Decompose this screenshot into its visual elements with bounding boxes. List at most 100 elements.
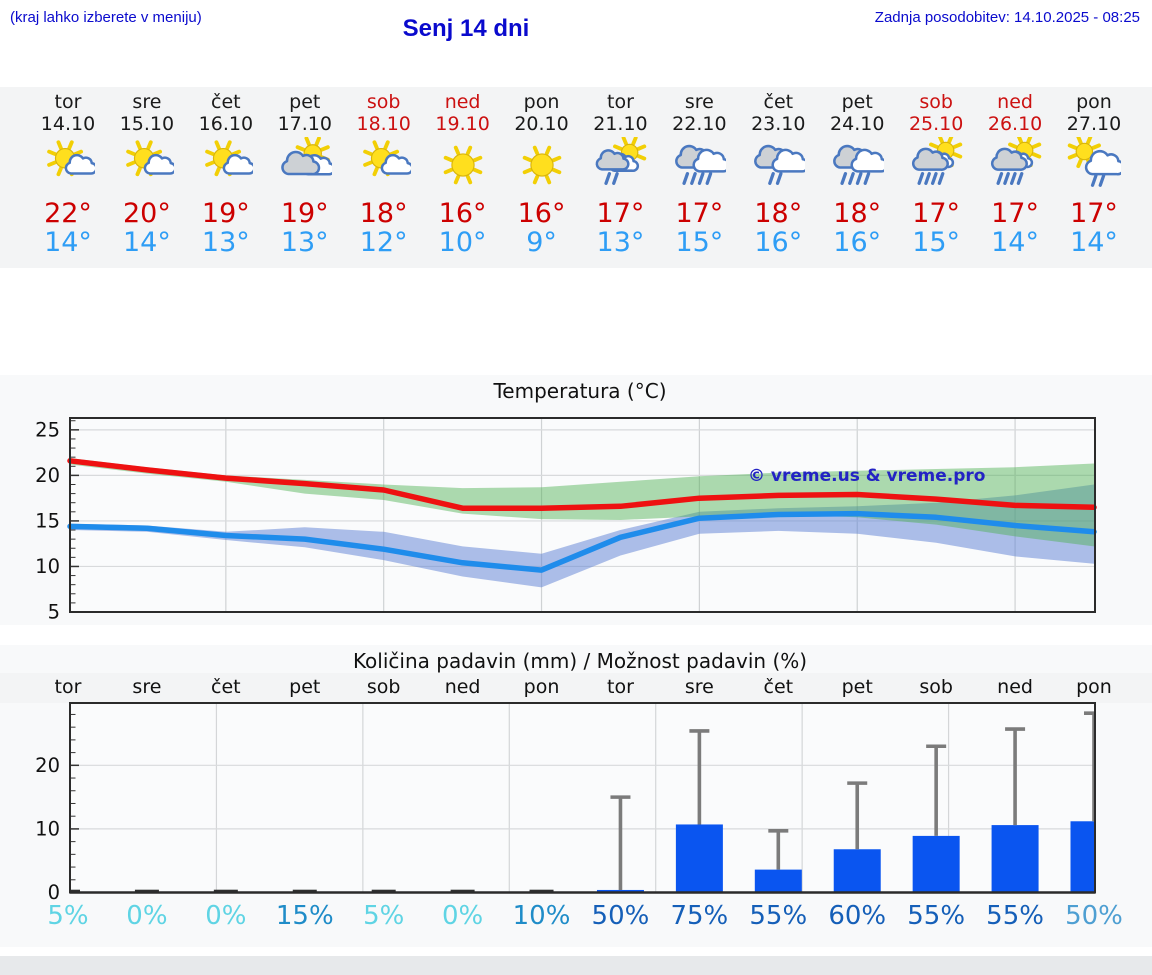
precip-day-label: čet — [211, 676, 241, 698]
weather-icon-wrap — [815, 137, 899, 195]
precip-bar — [675, 824, 723, 893]
forecast-day: pon 27.10 17° 14° — [1052, 87, 1136, 257]
precip-probability: 0% — [126, 901, 168, 931]
day-name: pet — [841, 91, 873, 113]
weather-icon-wrap — [421, 137, 505, 195]
precip-zero-mark — [371, 889, 396, 893]
day-date: 25.10 — [908, 113, 964, 135]
low-temperature: 15° — [675, 227, 724, 258]
weather-icon-wrap — [657, 137, 741, 195]
high-temperature: 17° — [912, 198, 961, 229]
precip-probability: 50% — [591, 901, 650, 931]
precip-day-label: tor — [607, 676, 634, 698]
day-date: 19.10 — [435, 113, 490, 135]
precip-bar — [912, 835, 960, 893]
page-title: Senj 14 dni — [402, 15, 530, 42]
day-name: čet — [211, 91, 241, 113]
high-temperature: 19° — [280, 198, 329, 229]
sunny-icon — [522, 145, 561, 185]
day-date: 26.10 — [987, 113, 1043, 135]
low-temperature: 13° — [201, 227, 250, 258]
day-date: 24.10 — [830, 113, 885, 135]
day-date: 22.10 — [672, 113, 727, 135]
low-temperature: 13° — [280, 227, 329, 258]
high-temperature: 18° — [754, 198, 803, 229]
precip-bar — [596, 889, 644, 893]
day-date: 20.10 — [514, 113, 569, 135]
precip-zero-mark — [134, 889, 159, 893]
weather-icon-wrap — [1052, 134, 1136, 195]
low-temperature: 13° — [596, 227, 645, 258]
low-temperature: 12° — [359, 227, 408, 258]
weather-icon-wrap — [105, 137, 189, 195]
day-date: 21.10 — [593, 113, 648, 135]
footer-strip — [0, 956, 1152, 975]
precip-probability: 75% — [670, 901, 729, 931]
sun-rain-cloud-icon — [1067, 134, 1126, 187]
precip-day-label: čet — [763, 676, 794, 698]
precip-day-label: pon — [523, 676, 560, 698]
precip-zero-mark — [292, 889, 317, 893]
high-temperature: 16° — [517, 198, 566, 229]
day-date: 23.10 — [751, 113, 806, 135]
low-temperature: 14° — [991, 227, 1039, 258]
low-temperature: 10° — [438, 227, 487, 258]
precip-probability: 55% — [749, 901, 808, 931]
high-temperature: 17° — [1070, 198, 1118, 229]
sun-shower-light-icon — [596, 135, 647, 185]
precip-day-label: ned — [444, 676, 481, 698]
precipitation-chart-title: Količina padavin (mm) / Možnost padavin … — [352, 649, 808, 673]
low-temperature: 14° — [122, 227, 171, 258]
weather-icon-wrap — [500, 137, 584, 195]
partly-sunny-icon — [126, 140, 177, 177]
high-temperature: 16° — [438, 198, 487, 229]
precip-day-label: pet — [289, 676, 321, 698]
weather-icon-wrap — [894, 133, 978, 195]
forecast-day: čet 16.10 19° 13° — [184, 87, 268, 257]
temperature-chart-title: Temperatura (°C) — [493, 379, 667, 403]
temp-y-tick-label: 15 — [35, 509, 60, 532]
day-name: ned — [444, 91, 481, 113]
temp-y-tick-label: 10 — [35, 555, 60, 578]
precip-day-label: pet — [841, 676, 873, 698]
partly-sunny-icon — [47, 140, 98, 177]
precip-bar — [1070, 821, 1094, 893]
forecast-day: ned 19.10 16° 10° — [421, 87, 505, 257]
location-menu-hint: (kraj lahko izberete v meniju) — [10, 9, 202, 26]
weather-icon-wrap — [26, 137, 110, 195]
precip-zero-mark — [529, 889, 554, 893]
day-name: sob — [919, 91, 953, 113]
forecast-day: sre 22.10 17° 15° — [657, 87, 741, 257]
precip-day-label: sre — [684, 676, 714, 698]
rain-icon — [833, 144, 889, 185]
temperature-chart: 5 10 15 20 25 — [35, 417, 1097, 624]
precip-probability: 0% — [441, 901, 484, 931]
precip-day-label: tor — [54, 676, 82, 698]
temp-y-tick-label: 25 — [35, 418, 60, 441]
weather-icon-wrap — [736, 137, 820, 195]
day-date: 17.10 — [277, 113, 332, 135]
high-temperature: 18° — [833, 198, 882, 229]
low-temperature: 14° — [44, 227, 92, 258]
weather-icon-wrap — [342, 137, 426, 195]
precip-zero-mark — [71, 889, 80, 893]
day-date: 27.10 — [1066, 113, 1122, 135]
precip-day-label: ned — [997, 676, 1033, 698]
rain-light-icon — [754, 144, 810, 185]
precip-zero-mark — [213, 889, 238, 893]
precip-day-label: sob — [366, 676, 401, 698]
precip-probability: 50% — [1065, 901, 1123, 931]
low-temperature: 14° — [1070, 227, 1118, 258]
low-temperature: 16° — [754, 227, 803, 258]
precip-day-label: pon — [1076, 676, 1112, 698]
high-temperature: 18° — [359, 198, 408, 229]
sunny-icon — [443, 145, 482, 185]
forecast-days-band — [0, 87, 1152, 268]
temp-y-tick-label: 5 — [48, 601, 60, 624]
weather-icon-wrap — [578, 135, 662, 195]
precip-bar — [833, 849, 881, 893]
day-name: pon — [523, 91, 560, 113]
day-date: 18.10 — [356, 113, 411, 135]
day-name: tor — [54, 91, 82, 113]
low-temperature: 9° — [526, 227, 557, 258]
